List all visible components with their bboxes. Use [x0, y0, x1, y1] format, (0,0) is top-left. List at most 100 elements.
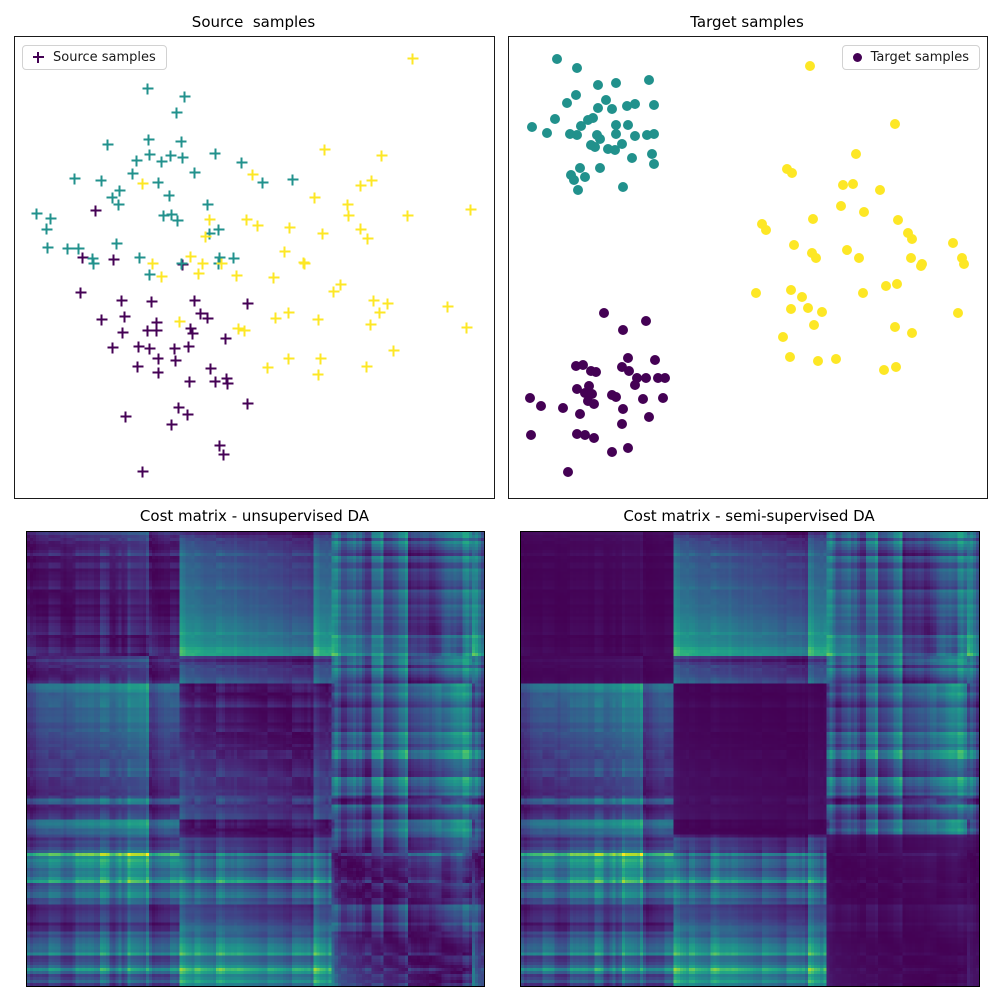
- scatter-point: [592, 79, 603, 90]
- scatter-point: [41, 223, 53, 235]
- scatter-point: [571, 62, 582, 73]
- scatter-point: [558, 403, 568, 414]
- scatter-point: [571, 384, 582, 395]
- scatter-point: [144, 343, 156, 355]
- scatter-point: [580, 387, 590, 398]
- scatter-point: [232, 323, 244, 335]
- scatter-point: [214, 440, 226, 452]
- scatter-point: [202, 199, 214, 211]
- scatter-point: [812, 356, 823, 367]
- scatter-point: [106, 192, 118, 204]
- scatter-point: [158, 210, 170, 222]
- scatter-point: [916, 261, 927, 272]
- scatter-point: [335, 279, 347, 291]
- scatter-point: [231, 270, 243, 282]
- scatter-point: [342, 199, 354, 211]
- scatter-point: [144, 269, 156, 281]
- scatter-point: [134, 252, 146, 264]
- scatter-point: [570, 361, 581, 372]
- scatter-point: [630, 98, 641, 109]
- scatter-point: [611, 78, 622, 89]
- scatter-point: [388, 345, 400, 357]
- scatter-point: [239, 325, 251, 337]
- scatter-point: [283, 353, 295, 365]
- scatter-point: [236, 157, 248, 169]
- scatter-point: [611, 392, 622, 403]
- scatter-point: [355, 223, 367, 235]
- scatter-point: [319, 144, 331, 156]
- scatter-point: [407, 53, 419, 65]
- scatter-point: [298, 257, 310, 269]
- scatter-point: [571, 428, 582, 439]
- scatter-point: [594, 133, 605, 144]
- scatter-point: [147, 258, 159, 270]
- scatter-point: [572, 185, 583, 196]
- scatter-point: [606, 446, 617, 457]
- scatter-point: [213, 258, 225, 270]
- scatter-point: [648, 159, 659, 170]
- scatter-point: [209, 376, 221, 388]
- scatter-point: [617, 404, 628, 415]
- scatter-point: [283, 307, 295, 319]
- scatter-point: [137, 178, 149, 190]
- scatter-point: [657, 392, 668, 403]
- scatter-point: [782, 163, 793, 174]
- scatter-point: [803, 303, 814, 314]
- scatter-point: [45, 213, 57, 225]
- scatter-point: [252, 220, 264, 232]
- source-legend-label: Source samples: [53, 50, 156, 65]
- scatter-point: [116, 295, 128, 307]
- scatter-point: [156, 156, 168, 168]
- scatter-point: [879, 364, 890, 375]
- scatter-point: [87, 253, 99, 265]
- scatter-point: [111, 238, 123, 250]
- cost-unsupervised-title: Cost matrix - unsupervised DA: [139, 507, 370, 525]
- scatter-point: [146, 296, 158, 308]
- scatter-point: [299, 258, 311, 270]
- scatter-point: [848, 179, 859, 190]
- scatter-point: [268, 272, 280, 284]
- scatter-point: [785, 351, 796, 362]
- scatter-point: [892, 279, 903, 290]
- scatter-point: [368, 295, 380, 307]
- scatter-point: [786, 303, 797, 314]
- scatter-point: [565, 128, 576, 139]
- scatter-point: [525, 429, 536, 440]
- scatter-point: [841, 244, 852, 255]
- scatter-point: [317, 228, 329, 240]
- scatter-point: [616, 362, 627, 373]
- scatter-point: [626, 152, 637, 163]
- scatter-point: [948, 238, 959, 249]
- scatter-point: [73, 243, 85, 255]
- scatter-point: [623, 352, 634, 363]
- scatter-point: [96, 314, 108, 326]
- scatter-point: [525, 392, 536, 403]
- scatter-point: [586, 366, 597, 377]
- source-plot-title: Source samples: [191, 13, 316, 31]
- scatter-point: [209, 148, 221, 160]
- scatter-point: [761, 225, 772, 236]
- scatter-point: [184, 376, 196, 388]
- scatter-point: [204, 214, 216, 226]
- scatter-point: [641, 373, 652, 384]
- scatter-point: [576, 120, 587, 131]
- scatter-point: [807, 248, 818, 259]
- scatter-point: [218, 449, 230, 461]
- scatter-point: [113, 199, 125, 211]
- scatter-point: [242, 398, 254, 410]
- scatter-point: [592, 102, 603, 113]
- scatter-point: [165, 150, 177, 162]
- scatter-point: [228, 252, 240, 264]
- scatter-point: [586, 139, 597, 150]
- scatter-point: [623, 120, 634, 131]
- scatter-point: [182, 409, 194, 421]
- scatter-point: [376, 150, 388, 162]
- target-legend-label: Target samples: [870, 50, 969, 65]
- scatter-point: [127, 168, 139, 180]
- scatter-point: [756, 219, 767, 230]
- scatter-point: [805, 61, 816, 72]
- scatter-point: [62, 243, 74, 255]
- scatter-point: [279, 246, 291, 258]
- scatter-point: [952, 308, 963, 319]
- scatter-point: [95, 175, 107, 187]
